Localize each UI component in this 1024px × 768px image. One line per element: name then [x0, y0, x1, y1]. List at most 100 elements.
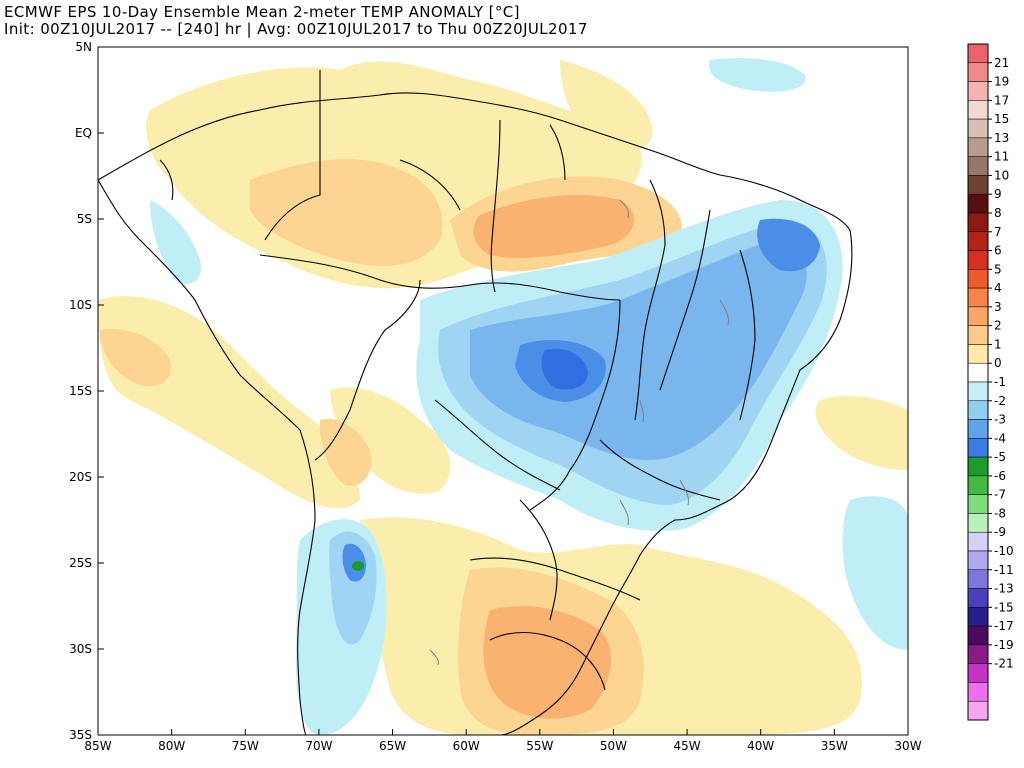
lat-tick-label: EQ — [75, 126, 92, 140]
colorbar-label: -4 — [994, 431, 1006, 445]
colorbar-label: 10 — [994, 168, 1009, 182]
colorbar-swatch — [967, 569, 989, 589]
colorbar-swatch — [967, 250, 989, 270]
colorbar-label: 8 — [994, 206, 1002, 220]
colorbar-swatch — [967, 644, 989, 664]
longitude-axis: 85W 80W 75W 70W 65W 60W 55W 50W 45W 40W 35W 30W — [84, 729, 922, 753]
colorbar-swatch — [967, 325, 989, 345]
colorbar-label: 5 — [994, 262, 1002, 276]
colorbar-label: 3 — [994, 300, 1002, 314]
colorbar-label: -1 — [994, 375, 1006, 389]
colorbar-swatch — [967, 43, 989, 64]
anomaly-cool-5 — [541, 348, 588, 390]
colorbar-label: -11 — [994, 563, 1014, 577]
colorbar-swatch — [967, 212, 989, 233]
lon-tick-label: 70W — [305, 739, 332, 753]
colorbar-swatch — [967, 531, 989, 552]
anomaly-cold-core — [352, 561, 364, 571]
lon-tick-label: 40W — [747, 739, 774, 753]
colorbar-swatch — [967, 62, 989, 82]
latitude-axis: 5N EQ 5S 10S 15S 20S 25S 30S 35S — [69, 40, 104, 742]
colorbar-label: 9 — [994, 187, 1002, 201]
colorbar-swatch — [967, 175, 989, 195]
colorbar-swatch — [967, 475, 989, 495]
anomaly-warm-3 — [473, 195, 634, 719]
colorbar-label: -9 — [994, 525, 1006, 539]
colorbar-label: -2 — [994, 394, 1006, 408]
colorbar-swatch — [967, 100, 989, 120]
colorbar-swatch — [967, 118, 989, 139]
colorbar-label: -3 — [994, 413, 1006, 427]
lat-tick-label: 35S — [69, 728, 92, 742]
chart-title: ECMWF EPS 10-Day Ensemble Mean 2-meter T… — [4, 3, 520, 21]
lat-tick-label: 25S — [69, 556, 92, 570]
colorbar-swatch — [967, 513, 989, 533]
colorbar-label: -7 — [994, 488, 1006, 502]
lat-tick-label: 30S — [69, 642, 92, 656]
colorbar-swatch — [967, 663, 989, 683]
lon-tick-label: 45W — [674, 739, 701, 753]
colorbar-swatch — [967, 456, 989, 477]
colorbar-swatch — [967, 494, 989, 514]
colorbar-swatch — [967, 193, 989, 214]
colorbar-label: -13 — [994, 582, 1014, 596]
colorbar-swatch — [967, 550, 989, 571]
lon-tick-label: 60W — [453, 739, 480, 753]
colorbar-label: 13 — [994, 131, 1009, 145]
lon-tick-label: 80W — [158, 739, 185, 753]
lon-tick-label: 55W — [526, 739, 553, 753]
colorbar-swatch — [967, 381, 989, 402]
colorbar-label: 15 — [994, 112, 1009, 126]
lat-tick-label: 15S — [69, 384, 92, 398]
colorbar-swatch — [967, 607, 989, 627]
anomaly-cool-3 — [470, 240, 807, 460]
lon-tick-label: 35W — [821, 739, 848, 753]
anomaly-field — [98, 47, 908, 735]
colorbar-swatch — [967, 231, 989, 251]
colorbar-swatch — [967, 362, 989, 383]
colorbar-swatch — [967, 306, 989, 326]
colorbar-swatch — [967, 156, 989, 176]
colorbar-swatch — [967, 682, 989, 702]
colorbar-swatch — [967, 419, 989, 439]
lat-tick-label: 10S — [69, 298, 92, 312]
colorbar-swatch — [967, 269, 989, 289]
colorbar-label: 19 — [994, 75, 1009, 89]
colorbar-label: 0 — [994, 356, 1002, 370]
lat-tick-label: 20S — [69, 470, 92, 484]
colorbar-label: 7 — [994, 225, 1002, 239]
colorbar-label: 4 — [994, 281, 1002, 295]
colorbar-label: -10 — [994, 544, 1014, 558]
colorbar-swatch — [967, 137, 989, 157]
lon-tick-label: 50W — [600, 739, 627, 753]
colorbar-swatch — [967, 344, 989, 364]
colorbar-swatch — [967, 400, 989, 420]
lat-tick-label: 5S — [77, 212, 92, 226]
lon-tick-label: 85W — [84, 739, 111, 753]
colorbar-label: 2 — [994, 319, 1002, 333]
inland-water — [429, 199, 729, 666]
colorbar-label: -21 — [994, 657, 1014, 671]
colorbar-swatch — [967, 700, 989, 721]
chart-title-block: ECMWF EPS 10-Day Ensemble Mean 2-meter T… — [4, 4, 588, 38]
colorbar-label: -17 — [994, 619, 1014, 633]
country-borders — [98, 69, 853, 735]
colorbar-label: 1 — [994, 337, 1002, 351]
colorbar-label: 21 — [994, 56, 1009, 70]
colorbar-swatch — [967, 438, 989, 458]
lon-tick-label: 30W — [894, 739, 921, 753]
colorbar-swatch — [967, 81, 989, 101]
colorbar-label: -15 — [994, 600, 1014, 614]
colorbar-label: -19 — [994, 638, 1014, 652]
colorbar-label: 6 — [994, 244, 1002, 258]
colorbar-swatch — [967, 287, 989, 308]
colorbar-label: -6 — [994, 469, 1006, 483]
colorbar-label: 17 — [994, 93, 1009, 107]
colorbar-label: 11 — [994, 150, 1009, 164]
colorbar-swatch — [967, 588, 989, 608]
chart-subtitle: Init: 00Z10JUL2017 -- [240] hr | Avg: 00… — [4, 20, 588, 38]
lat-tick-label: 5N — [75, 40, 92, 54]
lon-tick-label: 65W — [379, 739, 406, 753]
colorbar-label: -5 — [994, 450, 1006, 464]
